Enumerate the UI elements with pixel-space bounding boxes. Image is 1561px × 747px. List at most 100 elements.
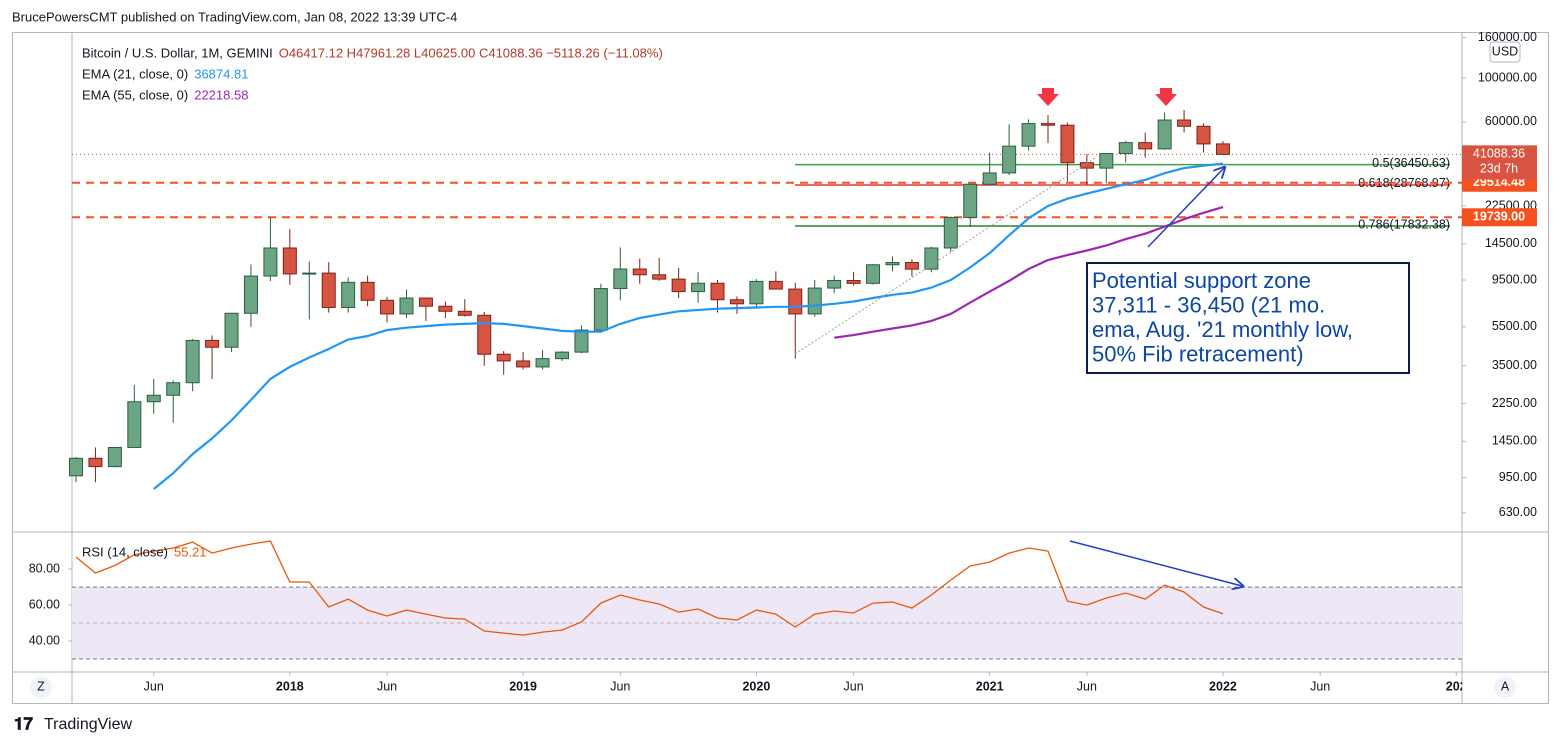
candle-body — [205, 339, 220, 348]
ema-line — [834, 206, 1224, 339]
x-tick-label: 2019 — [509, 679, 537, 693]
y-tick-label: 1450.00 — [1492, 434, 1537, 448]
candle-body — [846, 279, 861, 284]
candle-body — [457, 310, 472, 316]
candle-body — [166, 382, 181, 396]
candle-body — [107, 446, 122, 468]
frame — [12, 32, 1549, 704]
x-tick-label: Jun — [144, 679, 164, 693]
fib-label: 0.786(17832.38) — [1358, 217, 1450, 231]
ohlc-label: O46417.12 H47961.28 L40625.00 C41088.36 … — [279, 45, 663, 60]
x-tick-label: 2018 — [276, 679, 304, 693]
annotation-box — [1086, 262, 1410, 374]
y-tick-label: 14500.00 — [1485, 236, 1537, 250]
candle-body — [593, 288, 608, 331]
button-a[interactable]: A — [1501, 679, 1510, 693]
logo-mark: 𝟏𝟕 — [14, 714, 33, 733]
candle-body — [691, 282, 706, 293]
currency-box — [1489, 41, 1521, 63]
x-tick-label: Jun — [377, 679, 397, 693]
candle-body — [1021, 123, 1036, 147]
red-arrow — [1155, 88, 1177, 106]
last-price-label: 41088.36 — [1473, 147, 1525, 161]
candle-body — [1041, 123, 1055, 126]
candle-body — [710, 282, 725, 301]
level-tag-label: 19739.00 — [1473, 210, 1525, 224]
candle-body — [1215, 143, 1230, 155]
currency: USD — [1492, 44, 1518, 58]
x-tick-label: 2021 — [976, 679, 1004, 693]
candle-body — [1002, 145, 1017, 174]
button-z[interactable]: Z — [37, 679, 45, 693]
y-tick-label: 80.00 — [29, 561, 60, 575]
log-button[interactable] — [30, 676, 52, 698]
annotation-line: ema, Aug. '21 monthly low, — [1092, 317, 1353, 342]
candle-body — [574, 329, 589, 353]
candle-body — [243, 275, 258, 314]
ema-line — [153, 162, 1224, 490]
y-tick-label: 5500.00 — [1492, 319, 1537, 333]
candle-body — [768, 280, 783, 290]
candle-body — [146, 394, 161, 403]
y-tick-label: 630.00 — [1499, 505, 1537, 519]
candle-body — [224, 312, 239, 348]
annotation-line: Potential support zone — [1092, 268, 1311, 293]
candle-body — [613, 268, 628, 290]
candle-body — [963, 183, 978, 218]
candle-body — [788, 288, 803, 315]
x-tick-label: Jun — [1310, 679, 1330, 693]
candle-body — [263, 247, 278, 277]
candle-body — [555, 351, 569, 360]
main-pane: 630.00 950.00 1450.00 2250.00 3500.00 5500.00… — [69, 30, 1537, 693]
candle-body — [1118, 142, 1133, 155]
candle-body — [943, 216, 958, 249]
y-tick-label: 60.00 — [29, 597, 60, 611]
x-tick-label: Jun — [1077, 679, 1097, 693]
candle-body — [380, 299, 395, 315]
level-tag — [1462, 208, 1537, 227]
blue-arrow — [1147, 168, 1224, 248]
legend-value: 22218.58 — [194, 87, 248, 102]
candle-body — [807, 287, 822, 315]
candle-body — [535, 358, 550, 368]
candle-body — [671, 278, 686, 293]
trend-line — [794, 157, 1096, 355]
legend-name: EMA (55, close, 0) — [82, 87, 188, 102]
rsi-pane: 40.00 60.00 80.00 RSI (14, close) 55.21 — [29, 540, 1462, 660]
fib-label: 0.5(36450.63) — [1372, 156, 1450, 170]
candle-body — [69, 457, 83, 477]
y-tick-label: 9500.00 — [1492, 272, 1537, 286]
x-tick-label: 2022 — [1209, 679, 1237, 693]
candle-body — [88, 457, 103, 468]
annotation-line: 50% Fib retracement) — [1092, 341, 1304, 366]
candle-body — [749, 280, 764, 305]
candle-body — [1157, 119, 1172, 150]
candle-body — [516, 360, 531, 368]
candle-body — [185, 339, 200, 384]
y-tick-label: 2250.00 — [1492, 396, 1537, 410]
candle-body — [341, 281, 356, 308]
last-price-tag — [1462, 145, 1537, 180]
candle-body — [924, 247, 939, 270]
candle-body — [652, 274, 667, 280]
candle-body — [302, 272, 317, 275]
candle-body — [1060, 124, 1075, 164]
x-tick-label: Jun — [844, 679, 864, 693]
header: BrucePowersCMT published on TradingView.… — [12, 9, 457, 24]
y-tick-label: 950.00 — [1499, 470, 1537, 484]
auto-button[interactable] — [1494, 676, 1516, 698]
candle-body — [321, 272, 336, 308]
candle-body — [496, 353, 511, 362]
legend-name: EMA (21, close, 0) — [82, 66, 188, 81]
countdown: 23d 7h — [1480, 162, 1518, 176]
x-tick-label: 2020 — [742, 679, 770, 693]
y-tick-label: 100000.00 — [1478, 70, 1537, 84]
candle-body — [866, 264, 881, 284]
y-tick-label: 3500.00 — [1492, 358, 1537, 372]
x-tick-label: Jun — [610, 679, 630, 693]
candle-body — [360, 281, 375, 301]
candle-body — [399, 297, 414, 315]
candle-body — [1177, 119, 1192, 127]
